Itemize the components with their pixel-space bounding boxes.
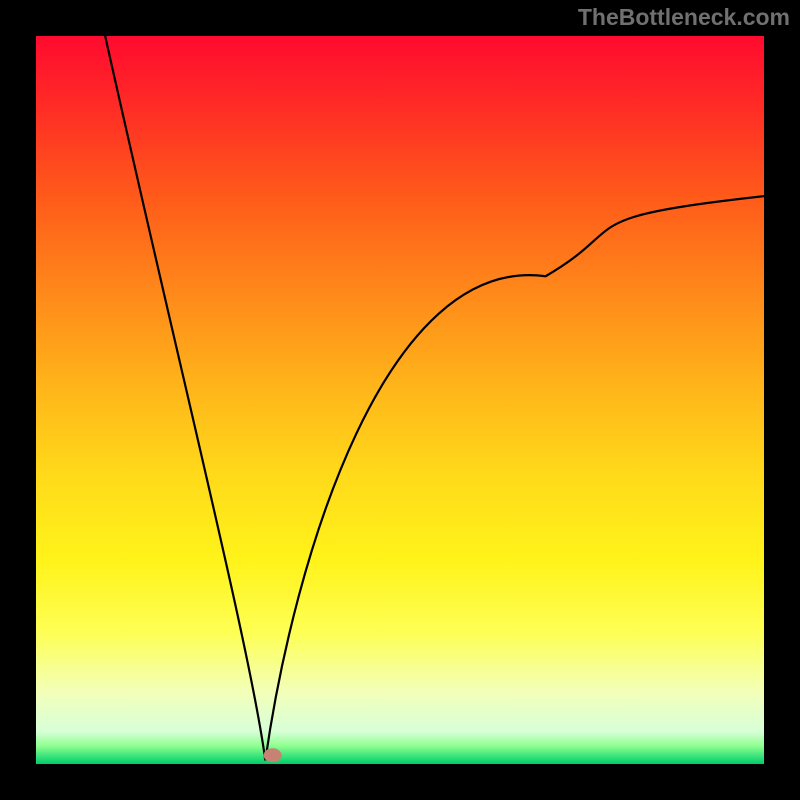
plot-area <box>36 36 764 764</box>
valley-marker <box>264 748 282 762</box>
plot-background <box>36 36 764 764</box>
chart-svg <box>36 36 764 764</box>
watermark-text: TheBottleneck.com <box>578 4 790 31</box>
bottleneck-curve <box>105 36 764 760</box>
